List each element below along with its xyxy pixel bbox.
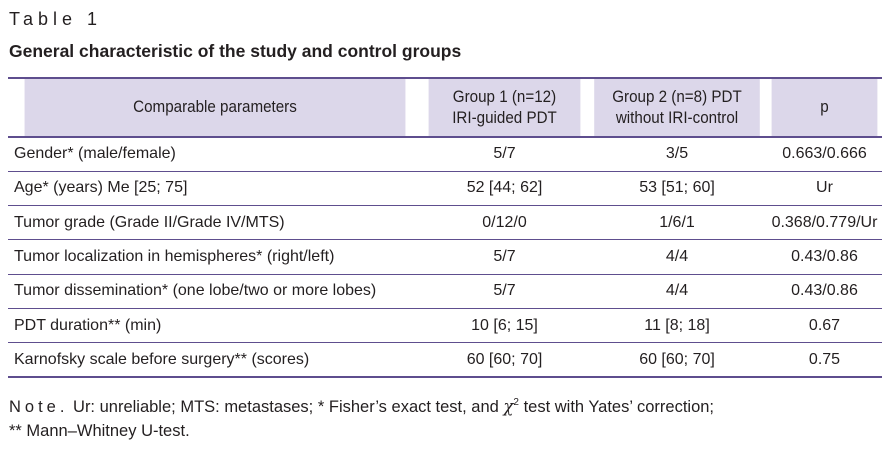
characteristics-table: Comparable parameters Group 1 (n=12) IRI… (8, 77, 882, 379)
table-label: Table 1 (9, 9, 103, 29)
header-p-label: p (820, 98, 829, 116)
row-parameter: Tumor dissemination* (one lobe/two or mo… (8, 273, 422, 309)
row-group-1-value: 52 [44; 62] (422, 170, 587, 206)
row-p-value: 0.75 (767, 342, 882, 379)
row-p-value: 0.43/0.86 (767, 239, 882, 275)
chi-symbol: χ (503, 397, 514, 416)
header-group-2-line-1: Group 2 (n=8) PDT (612, 87, 742, 106)
row-group-2-value: 11 [8; 18] (587, 307, 767, 343)
table-row: Tumor grade (Grade II/Grade IV/MTS) 0/12… (8, 205, 882, 240)
row-parameter: Karnofsky scale before surgery** (scores… (8, 342, 422, 379)
row-parameter: Tumor grade (Grade II/Grade IV/MTS) (8, 205, 422, 240)
row-p-value: 0.67 (767, 307, 882, 343)
row-group-1-value: 10 [6; 15] (422, 307, 587, 343)
header-comparable-parameters: Comparable parameters (24, 78, 406, 137)
row-group-1-value: 5/7 (493, 145, 516, 163)
row-group-1-value: 5/7 (422, 273, 587, 309)
header-group-1-line-2: IRI-guided PDT (452, 108, 557, 127)
row-group-2-value: 4/4 (587, 239, 767, 275)
row-group-2-value: 53 [51; 60] (587, 170, 767, 206)
table-row: PDT duration** (min) 10 [6; 15] 11 [8; 1… (8, 307, 882, 343)
table-row: Gender* (male/female) 5/7 3/5 0.663/0.66… (8, 137, 882, 171)
row-group-2-value: 3/5 (665, 145, 689, 163)
row-group-1-value: 0/12/0 (422, 205, 587, 240)
header-param-label: Comparable parameters (133, 98, 297, 116)
header-group-1-line-1: Group 1 (n=12) (452, 87, 557, 106)
note-text-continued: test with Yates’ correction; (518, 398, 715, 416)
table-header-row: Comparable parameters Group 1 (n=12) IRI… (8, 78, 882, 137)
row-p-value: 0.663/0.666 (782, 145, 867, 163)
row-parameter: PDT duration** (min) (8, 307, 422, 343)
row-p-value: Ur (767, 170, 882, 206)
note-label: Note. (9, 398, 69, 416)
note-line-2: ** Mann–Whitney U-test. (9, 422, 190, 440)
row-group-1-value: 5/7 (422, 239, 587, 275)
table-row: Tumor localization in hemispheres* (righ… (8, 239, 882, 275)
header-group-1: Group 1 (n=12) IRI-guided PDT (428, 78, 581, 137)
row-parameter: Age* (years) Me [25; 75] (8, 170, 422, 206)
row-p-value: 0.43/0.86 (767, 273, 882, 309)
row-parameter: Gender* (male/female) (14, 145, 176, 163)
table-note: Note. Ur: unreliable; MTS: metastases; *… (9, 395, 889, 443)
header-p-value: p (771, 78, 878, 137)
row-group-2-value: 1/6/1 (587, 205, 767, 240)
header-group-2: Group 2 (n=8) PDT without IRI-control (594, 78, 760, 137)
header-group-2-line-2: without IRI-control (615, 108, 739, 127)
table-row: Karnofsky scale before surgery** (scores… (8, 342, 882, 379)
table-row: Tumor dissemination* (one lobe/two or mo… (8, 273, 882, 309)
row-parameter: Tumor localization in hemispheres* (righ… (8, 239, 422, 275)
row-group-2-value: 60 [60; 70] (587, 342, 767, 379)
chi-superscript: 2 (513, 397, 519, 408)
table-row: Age* (years) Me [25; 75] 52 [44; 62] 53 … (8, 170, 882, 206)
note-text: Ur: unreliable; MTS: metastases; * Fishe… (68, 398, 504, 416)
row-group-2-value: 4/4 (587, 273, 767, 309)
table-caption: General characteristic of the study and … (9, 41, 462, 61)
row-p-value: 0.368/0.779/Ur (767, 205, 882, 240)
row-group-1-value: 60 [60; 70] (422, 342, 587, 379)
